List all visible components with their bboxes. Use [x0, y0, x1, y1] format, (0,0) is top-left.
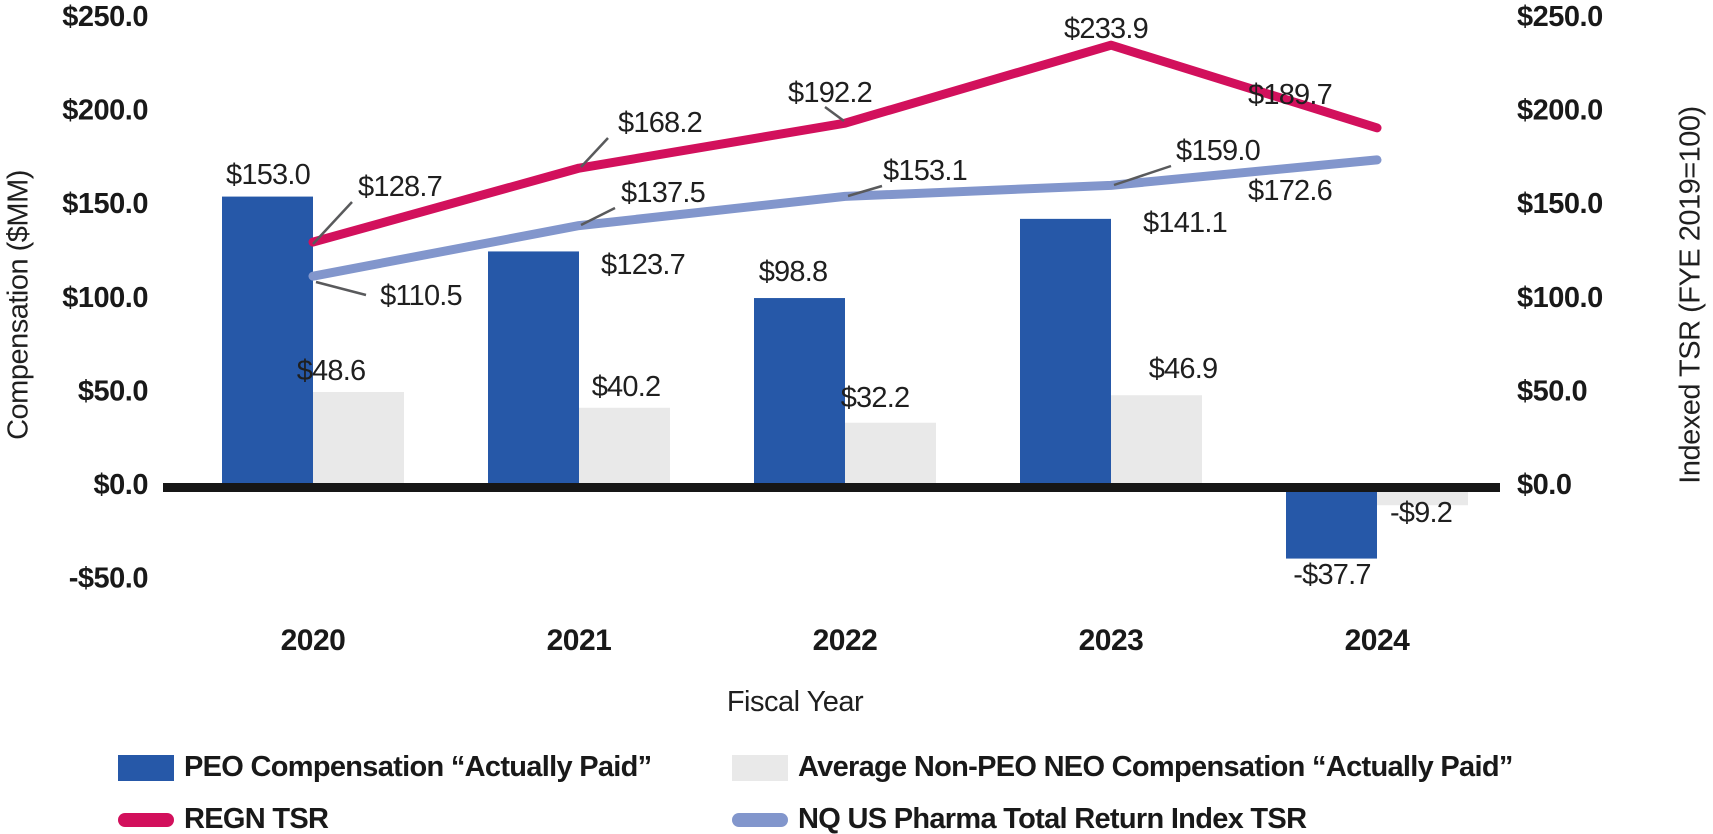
legend-label: Average Non-PEO NEO Compensation “Actual…: [798, 751, 1513, 783]
bar-peo-2022: [754, 298, 845, 483]
label-leader-line: [824, 105, 845, 123]
y-tick-right: $200.0: [1517, 95, 1603, 127]
regn-tsr-value-label-2024: $189.7: [1248, 79, 1332, 111]
y-tick-right: $250.0: [1517, 1, 1603, 33]
nq-tsr-value-label-2023: $159.0: [1176, 135, 1260, 167]
bar-peo-2024: [1286, 492, 1377, 559]
label-leader-line: [847, 184, 883, 198]
peo-bar-value-label-2020: $153.0: [226, 159, 310, 191]
y-tick-right: $0.0: [1517, 469, 1571, 501]
legend-label: NQ US Pharma Total Return Index TSR: [798, 803, 1307, 834]
bar-peo-2023: [1020, 218, 1111, 484]
regn-line-swatch: [118, 812, 174, 827]
y-tick-left: $150.0: [62, 188, 148, 220]
nq-tsr-value-label-2020: $110.5: [380, 280, 462, 312]
y-tick-left: $200.0: [62, 95, 148, 127]
x-axis-title: Fiscal Year: [726, 686, 864, 718]
x-tick-year: 2023: [1079, 624, 1144, 657]
y-tick-right: $50.0: [1517, 375, 1587, 407]
neo-bar-value-label-2021: $40.2: [592, 371, 661, 403]
y-tick-left: $50.0: [78, 375, 148, 407]
line-regn-tsr: [308, 40, 1382, 247]
peo-bar-value-label-2022: $98.8: [759, 256, 828, 288]
nq-tsr-value-label-2022: $153.1: [883, 155, 967, 187]
legend-item-neo-compensation: Average Non-PEO NEO Compensation “Actual…: [732, 751, 1513, 784]
y-tick-left: -$50.0: [69, 563, 148, 595]
peo-bar-value-label-2024: -$37.7: [1293, 559, 1370, 591]
y-tick-right: $150.0: [1517, 188, 1603, 220]
x-tick-year: 2021: [547, 624, 612, 657]
neo-bar-value-label-2024: -$9.2: [1390, 497, 1452, 529]
y-tick-left: $100.0: [62, 282, 148, 314]
bar-neo-2023: [1111, 395, 1202, 483]
peo-bar-value-label-2023: $141.1: [1143, 207, 1227, 239]
label-leader-line: [312, 201, 353, 245]
x-tick-year: 2022: [813, 624, 878, 657]
bar-peo-2020: [222, 196, 313, 484]
regn-tsr-value-label-2022: $192.2: [788, 77, 872, 109]
y-tick-left: $0.0: [94, 469, 148, 501]
label-leader-line: [315, 280, 367, 297]
nq-tsr-value-label-2024: $172.6: [1248, 175, 1332, 207]
neo-bar-value-label-2022: $32.2: [841, 382, 910, 414]
regn-tsr-value-label-2021: $168.2: [618, 107, 702, 139]
legend-label: PEO Compensation “Actually Paid”: [184, 751, 652, 783]
bar-peo-2021: [488, 251, 579, 483]
legend-item-peo-compensation: PEO Compensation “Actually Paid”: [118, 751, 652, 784]
label-leader-line: [580, 206, 616, 227]
right-y-axis-title: Indexed TSR (FYE 2019=100): [1674, 106, 1707, 484]
line-nq-pharma-tsr: [308, 155, 1382, 281]
peo-bar-swatch: [118, 754, 174, 781]
peo-bar-value-label-2021: $123.7: [601, 249, 685, 281]
label-leader-line: [580, 137, 609, 168]
x-axis-line: [163, 483, 1500, 492]
label-leader-line: [1113, 164, 1172, 187]
x-tick-year: 2024: [1345, 624, 1411, 657]
legend-item-regn-tsr: REGN TSR: [118, 803, 329, 834]
bar-neo-2022: [845, 422, 936, 483]
neo-bar-swatch: [732, 754, 788, 781]
nq-tsr-value-label-2021: $137.5: [621, 177, 705, 209]
neo-bar-value-label-2023: $46.9: [1149, 353, 1218, 385]
bar-neo-2021: [579, 407, 670, 483]
bar-neo-2020: [313, 392, 404, 483]
x-tick-year: 2020: [281, 624, 346, 657]
nq-line-swatch: [732, 812, 788, 827]
regn-tsr-value-label-2023: $233.9: [1064, 13, 1148, 45]
y-tick-left: $250.0: [62, 1, 148, 33]
legend-item-nq-pharma-tsr: NQ US Pharma Total Return Index TSR: [732, 803, 1307, 834]
legend-label: REGN TSR: [184, 803, 329, 834]
bar-neo-2024: [1377, 492, 1468, 506]
y-tick-right: $100.0: [1517, 282, 1603, 314]
neo-bar-value-label-2020: $48.6: [297, 355, 366, 387]
regn-tsr-value-label-2020: $128.7: [358, 171, 442, 203]
left-y-axis-title: Compensation ($MM): [2, 170, 35, 440]
